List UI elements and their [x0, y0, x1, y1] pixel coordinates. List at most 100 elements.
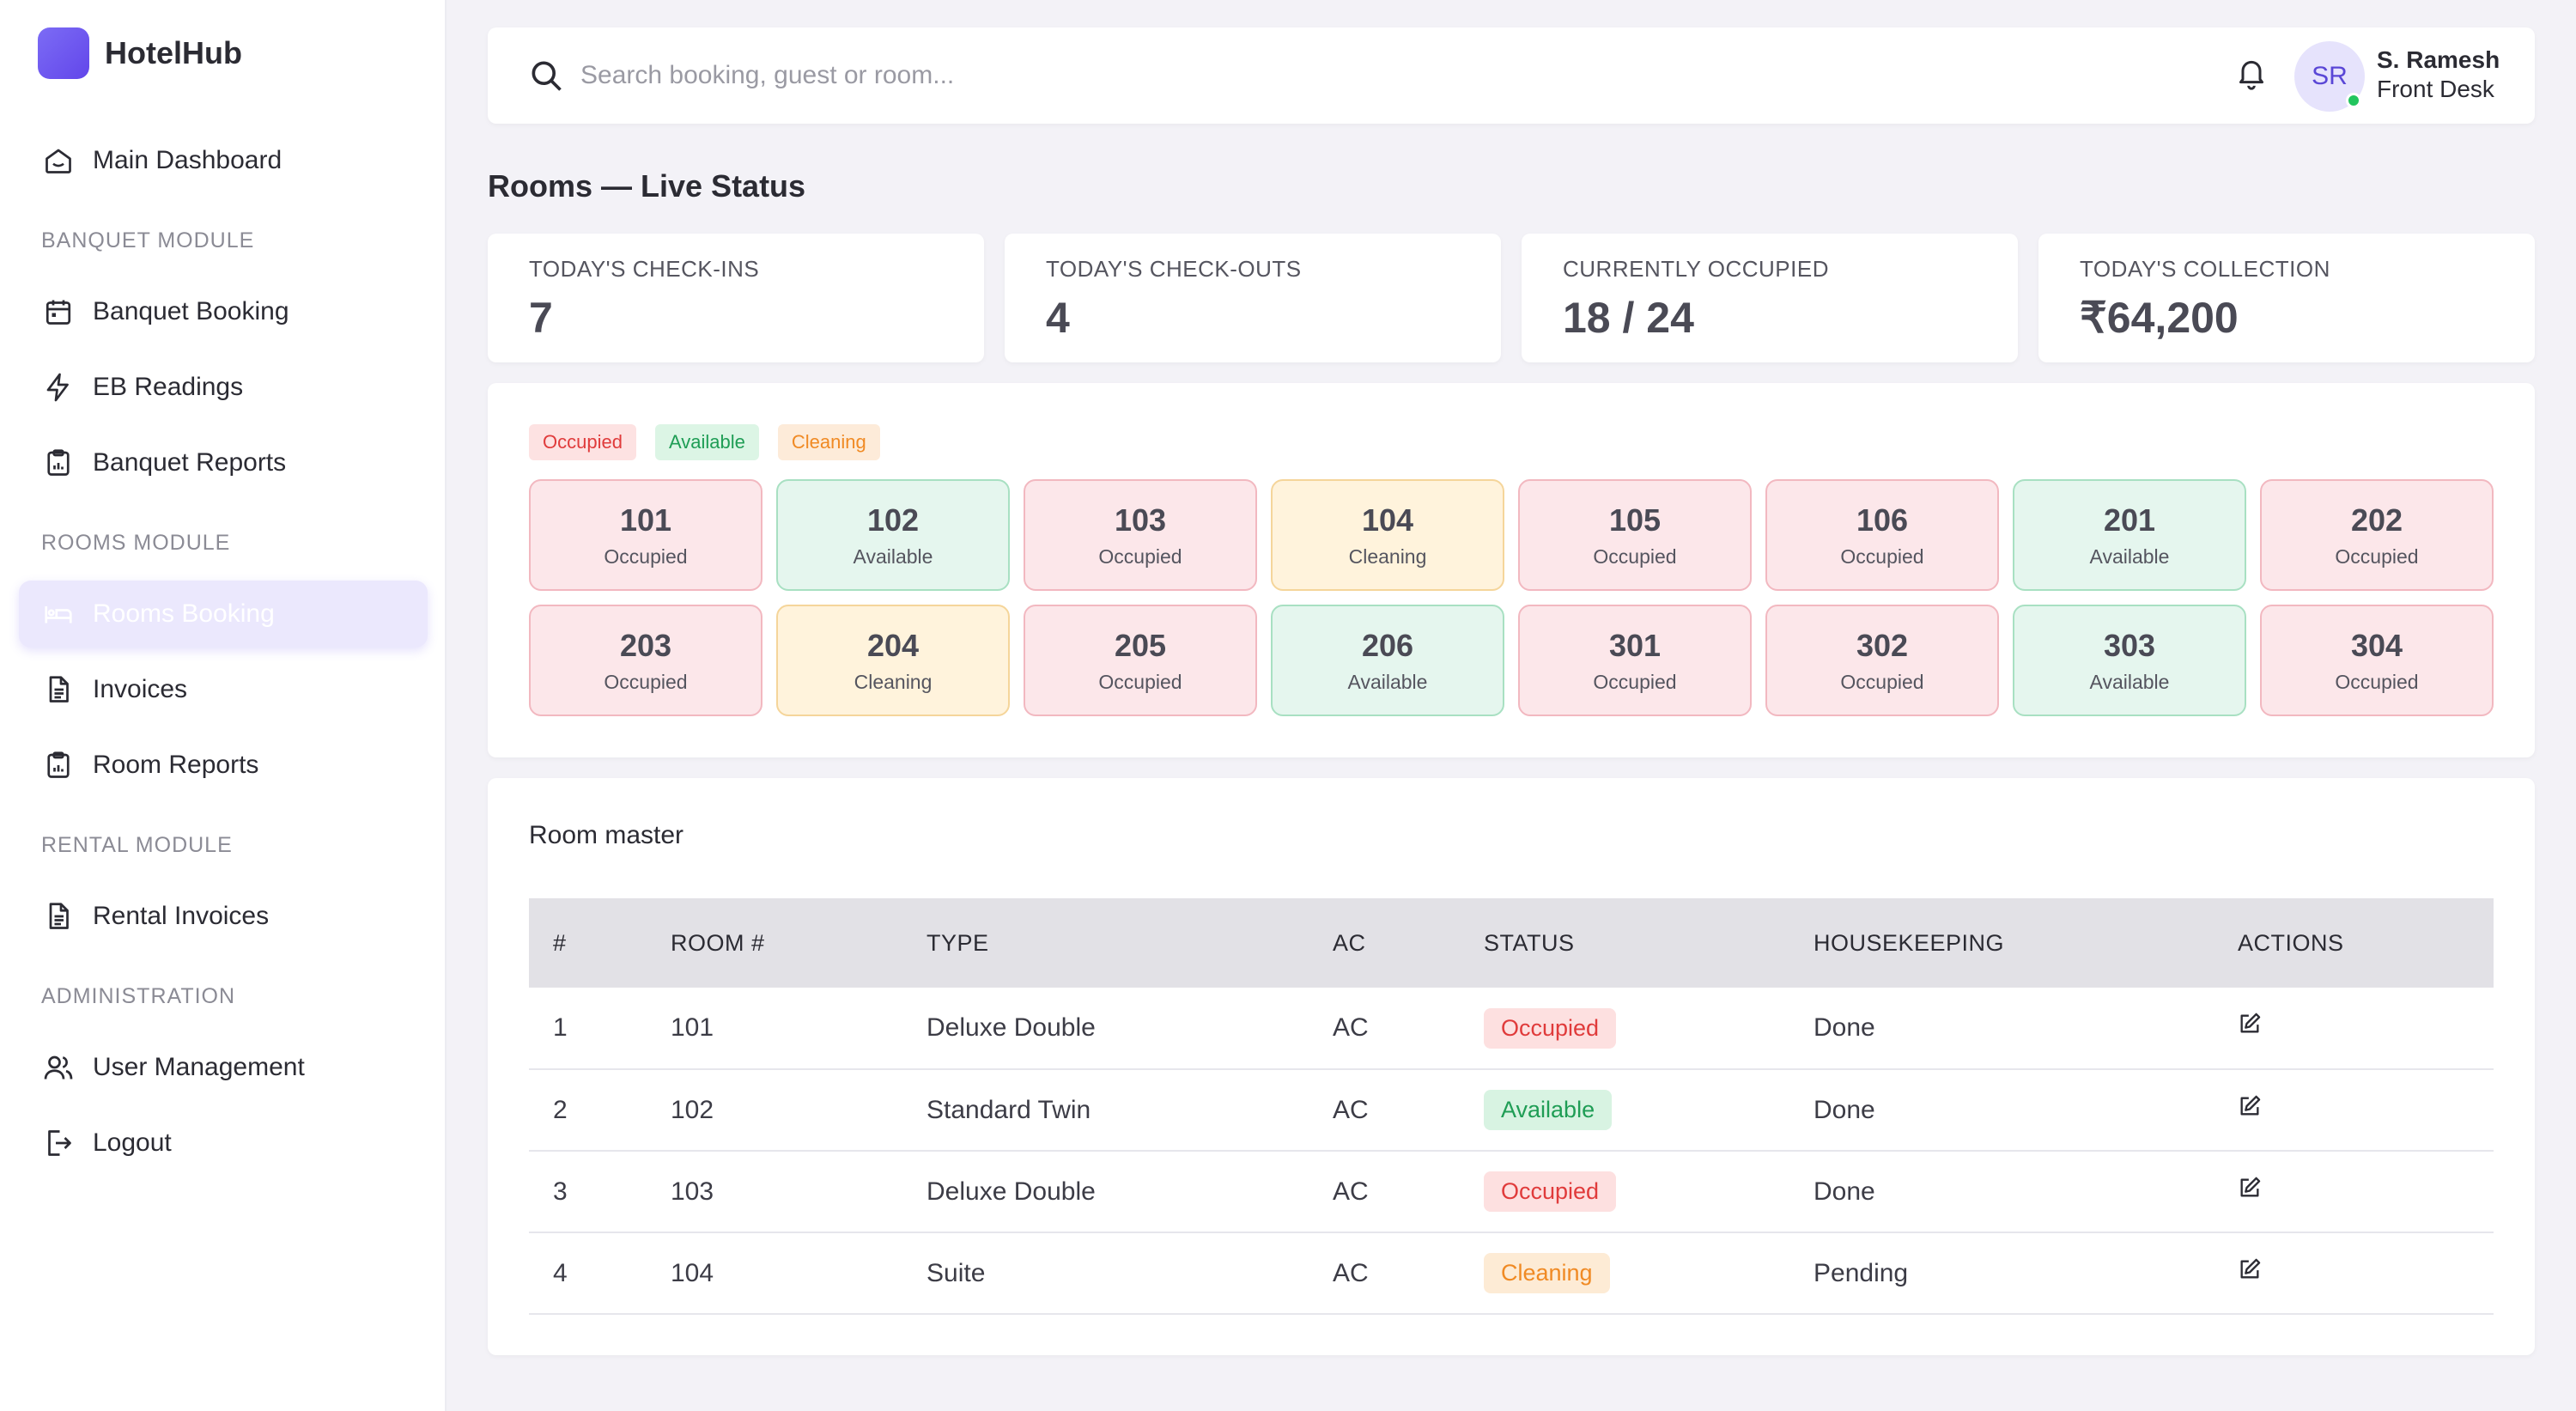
- cell-actions: [2238, 1151, 2494, 1233]
- column-header: ROOM #: [671, 898, 927, 988]
- clipboard-chart-icon: [41, 748, 76, 782]
- sidebar-item-logout[interactable]: Logout: [19, 1110, 428, 1177]
- cell-ac: AC: [1333, 988, 1484, 1070]
- stat-value: 4: [1046, 294, 1070, 342]
- room-tile[interactable]: 302 Occupied: [1765, 605, 1999, 716]
- room-tile[interactable]: 201 Available: [2013, 479, 2246, 591]
- room-status: Occupied: [1098, 544, 1182, 568]
- room-tile[interactable]: 101 Occupied: [529, 479, 762, 591]
- room-number: 301: [1608, 627, 1662, 663]
- column-header: #: [529, 898, 671, 988]
- room-status: Occupied: [1593, 544, 1677, 568]
- cell-ac: AC: [1333, 1151, 1484, 1233]
- table-row: 1 101 Deluxe Double AC Occupied Done: [529, 988, 2494, 1070]
- room-number: 202: [2350, 502, 2403, 538]
- sidebar-item-eb-readings[interactable]: EB Readings: [19, 354, 428, 421]
- search-input[interactable]: [580, 50, 1954, 101]
- status-badge: Cleaning: [1484, 1253, 1610, 1293]
- cell-room: 101: [671, 988, 927, 1070]
- cell-type: Suite: [927, 1232, 1333, 1315]
- room-status: Cleaning: [854, 670, 933, 693]
- room-tile[interactable]: 105 Occupied: [1518, 479, 1752, 591]
- room-status: Available: [853, 544, 933, 568]
- sidebar-item-user-management[interactable]: User Management: [19, 1034, 428, 1101]
- room-number: 106: [1856, 502, 1909, 538]
- room-status: Available: [1347, 670, 1428, 693]
- cell-housekeeping: Done: [1814, 988, 2238, 1070]
- room-tile[interactable]: 102 Available: [776, 479, 1010, 591]
- logout-icon: [41, 1126, 76, 1160]
- room-status: Occupied: [1593, 670, 1677, 693]
- user-role: Front Desk: [2377, 76, 2494, 102]
- sidebar-item-label: Banquet Reports: [93, 448, 287, 477]
- sidebar-item-invoices[interactable]: Invoices: [19, 656, 428, 723]
- sidebar-item-rental-invoices[interactable]: Rental Invoices: [19, 883, 428, 950]
- cell-housekeeping: Done: [1814, 1151, 2238, 1233]
- cell-index: 2: [529, 1069, 671, 1152]
- room-status: Occupied: [604, 544, 688, 568]
- search-icon: [527, 57, 565, 94]
- cell-type: Standard Twin: [927, 1069, 1333, 1152]
- room-tile[interactable]: 106 Occupied: [1765, 479, 1999, 591]
- sidebar-item-banquet-reports[interactable]: Banquet Reports: [19, 429, 428, 496]
- column-header: STATUS: [1484, 898, 1814, 988]
- cell-status: Cleaning: [1484, 1232, 1814, 1315]
- topbar: SR S. Ramesh Front Desk: [488, 27, 2535, 124]
- sidebar-item-label: Main Dashboard: [93, 146, 283, 174]
- cell-room: 102: [671, 1069, 927, 1152]
- page-title: Rooms — Live Status: [488, 168, 806, 204]
- room-tile[interactable]: 303 Available: [2013, 605, 2246, 716]
- room-tile[interactable]: 203 Occupied: [529, 605, 762, 716]
- calendar-icon: [41, 295, 76, 329]
- room-tile[interactable]: 202 Occupied: [2260, 479, 2494, 591]
- sidebar-item-room-reports[interactable]: Room Reports: [19, 732, 428, 799]
- legend-cleaning: Cleaning: [777, 424, 880, 460]
- section-rental-module: RENTAL MODULE: [41, 833, 233, 857]
- room-status: Cleaning: [1348, 544, 1427, 568]
- cell-index: 4: [529, 1232, 671, 1315]
- edit-icon[interactable]: [2238, 1176, 2263, 1201]
- edit-icon[interactable]: [2238, 1257, 2263, 1283]
- stat-label: TODAY'S COLLECTION: [2080, 256, 2330, 282]
- room-tile[interactable]: 204 Cleaning: [776, 605, 1010, 716]
- online-status-dot: [2346, 93, 2361, 108]
- cell-status: Occupied: [1484, 988, 1814, 1070]
- room-status: Occupied: [2335, 544, 2419, 568]
- room-number: 304: [2350, 627, 2403, 663]
- room-tile[interactable]: 205 Occupied: [1024, 605, 1257, 716]
- bed-icon: [41, 597, 76, 631]
- brand[interactable]: HotelHub: [38, 27, 242, 79]
- avatar[interactable]: SR: [2294, 41, 2365, 112]
- cell-actions: [2238, 1069, 2494, 1152]
- user-name: S. Ramesh: [2377, 46, 2500, 73]
- bell-icon[interactable]: [2234, 53, 2272, 94]
- room-number: 302: [1856, 627, 1909, 663]
- room-tile[interactable]: 104 Cleaning: [1271, 479, 1504, 591]
- cell-ac: AC: [1333, 1069, 1484, 1152]
- status-badge: Occupied: [1484, 1007, 1617, 1049]
- room-number: 104: [1361, 502, 1414, 538]
- room-tile[interactable]: 206 Available: [1271, 605, 1504, 716]
- cell-index: 1: [529, 988, 671, 1070]
- room-tile[interactable]: 304 Occupied: [2260, 605, 2494, 716]
- room-tile[interactable]: 103 Occupied: [1024, 479, 1257, 591]
- room-number: 205: [1114, 627, 1167, 663]
- stat-label: TODAY'S CHECK-INS: [529, 256, 760, 282]
- column-header: TYPE: [927, 898, 1333, 988]
- sidebar-item-rooms-booking[interactable]: Rooms Booking: [19, 581, 428, 648]
- column-header: AC: [1333, 898, 1484, 988]
- document-icon: [41, 672, 76, 707]
- stat-card-check-ins: TODAY'S CHECK-INS 7: [488, 234, 984, 362]
- sidebar-item-main-dashboard[interactable]: Main Dashboard: [19, 127, 428, 194]
- room-number: 303: [2103, 627, 2156, 663]
- room-tile[interactable]: 301 Occupied: [1518, 605, 1752, 716]
- cell-actions: [2238, 988, 2494, 1070]
- room-status: Occupied: [1840, 544, 1924, 568]
- cell-type: Deluxe Double: [927, 1151, 1333, 1233]
- edit-icon[interactable]: [2238, 1094, 2263, 1120]
- sidebar-item-banquet-booking[interactable]: Banquet Booking: [19, 278, 428, 345]
- edit-icon[interactable]: [2238, 1012, 2263, 1037]
- stat-value: ₹64,200: [2080, 294, 2239, 342]
- legend-occupied: Occupied: [529, 424, 636, 460]
- table-header-row: # ROOM # TYPE AC STATUS HOUSEKEEPING ACT…: [529, 898, 2494, 988]
